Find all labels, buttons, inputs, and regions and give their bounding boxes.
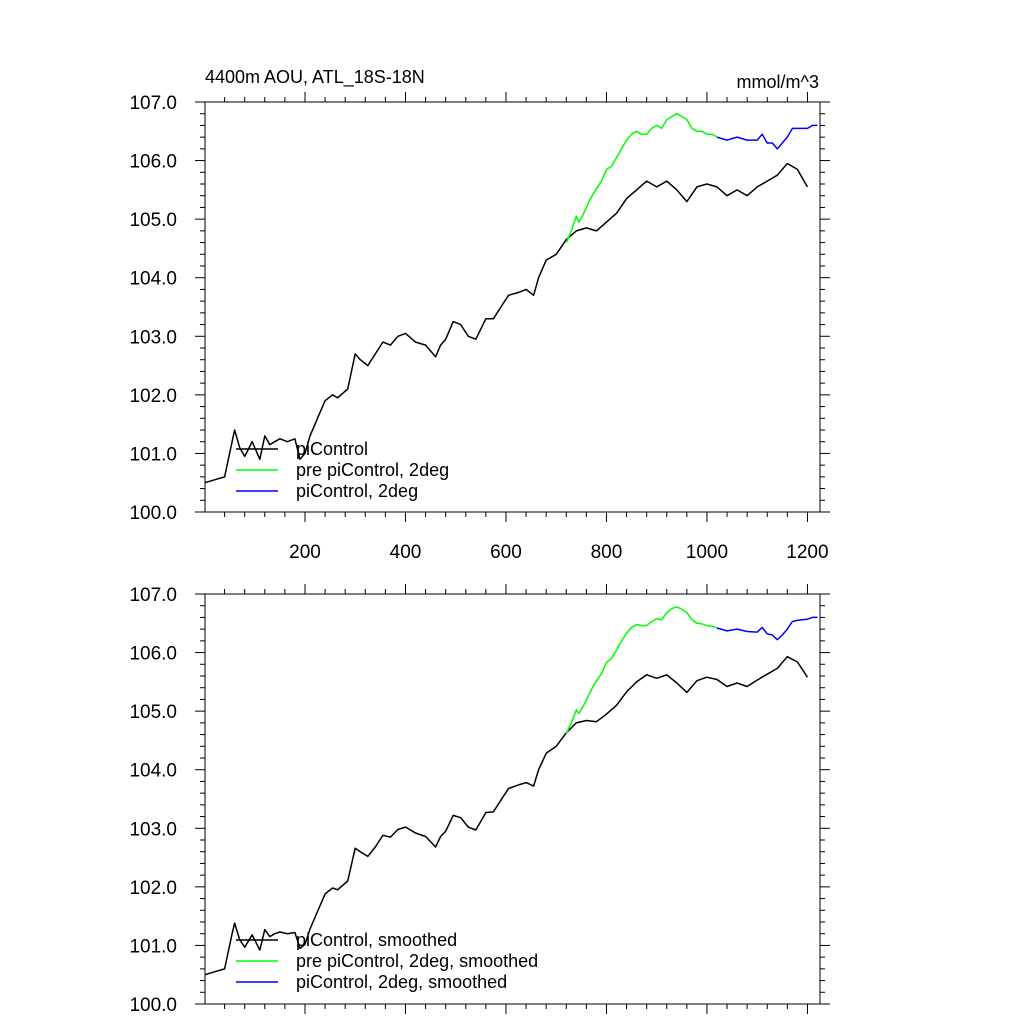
top-axis-ticks: 100.0 101.0 102.0 103.0 104.0 105.0 106.0 107.0… [129,92,830,563]
top-xtick-label: 1200 [786,542,828,563]
top-legend-label-1: pre piControl, 2deg [296,460,449,480]
panel-title-left: 4400m AOU, ATL_18S-18N [205,67,425,88]
top-ytick-label: 106.0 [129,152,177,173]
top-series-lines [204,112,818,484]
bottom-axis-ticks: 100.0 101.0 102.0 103.0 104.0 105.0 106.0 107.0 [129,584,830,1016]
top-ytick-label: 100.0 [129,503,177,524]
bottom-series-line-2 [716,616,818,641]
bottom-plot-frame [204,593,821,1005]
bottom-ytick-label: 102.0 [129,878,177,899]
bottom-series-line-1 [565,606,718,734]
top-legend-label-2: piControl, 2deg [296,481,418,501]
bottom-legend-label-0: piControl, smoothed [296,930,457,950]
top-legend-label-0: piControl [296,439,368,459]
bottom-ytick-label: 105.0 [129,702,177,723]
top-ytick-label: 105.0 [129,210,177,231]
top-panel: 4400m AOU, ATL_18S-18N mmol/m^3 100.0 101… [129,67,830,563]
top-series-line-1 [565,112,718,243]
top-ytick-label: 104.0 [129,269,177,290]
top-xtick-label: 1000 [686,542,728,563]
top-series-line-2 [716,124,818,150]
bottom-legend-label-2: piControl, 2deg, smoothed [296,972,507,992]
bottom-ytick-label: 100.0 [129,995,177,1016]
bottom-series-line-0 [204,655,809,976]
top-xtick-label: 400 [390,542,422,563]
bottom-ytick-label: 107.0 [129,585,177,606]
top-ytick-label: 101.0 [129,444,177,465]
top-xtick-label: 600 [490,542,522,563]
top-xtick-label: 200 [289,542,321,563]
top-plot-frame [204,101,821,513]
top-xtick-label: 800 [591,542,623,563]
panel-title-units: mmol/m^3 [737,72,819,92]
bottom-legend-label-1: pre piControl, 2deg, smoothed [296,951,538,971]
bottom-ytick-label: 103.0 [129,819,177,840]
bottom-ytick-label: 101.0 [129,936,177,957]
bottom-series-lines [204,606,818,976]
top-series-line-0 [204,162,809,484]
bottom-ytick-label: 106.0 [129,644,177,665]
top-ytick-label: 107.0 [129,93,177,114]
top-ytick-label: 102.0 [129,386,177,407]
top-ytick-label: 103.0 [129,327,177,348]
bottom-ytick-label: 104.0 [129,761,177,782]
bottom-panel: 100.0 101.0 102.0 103.0 104.0 105.0 106.0 107.0… [129,584,830,1016]
